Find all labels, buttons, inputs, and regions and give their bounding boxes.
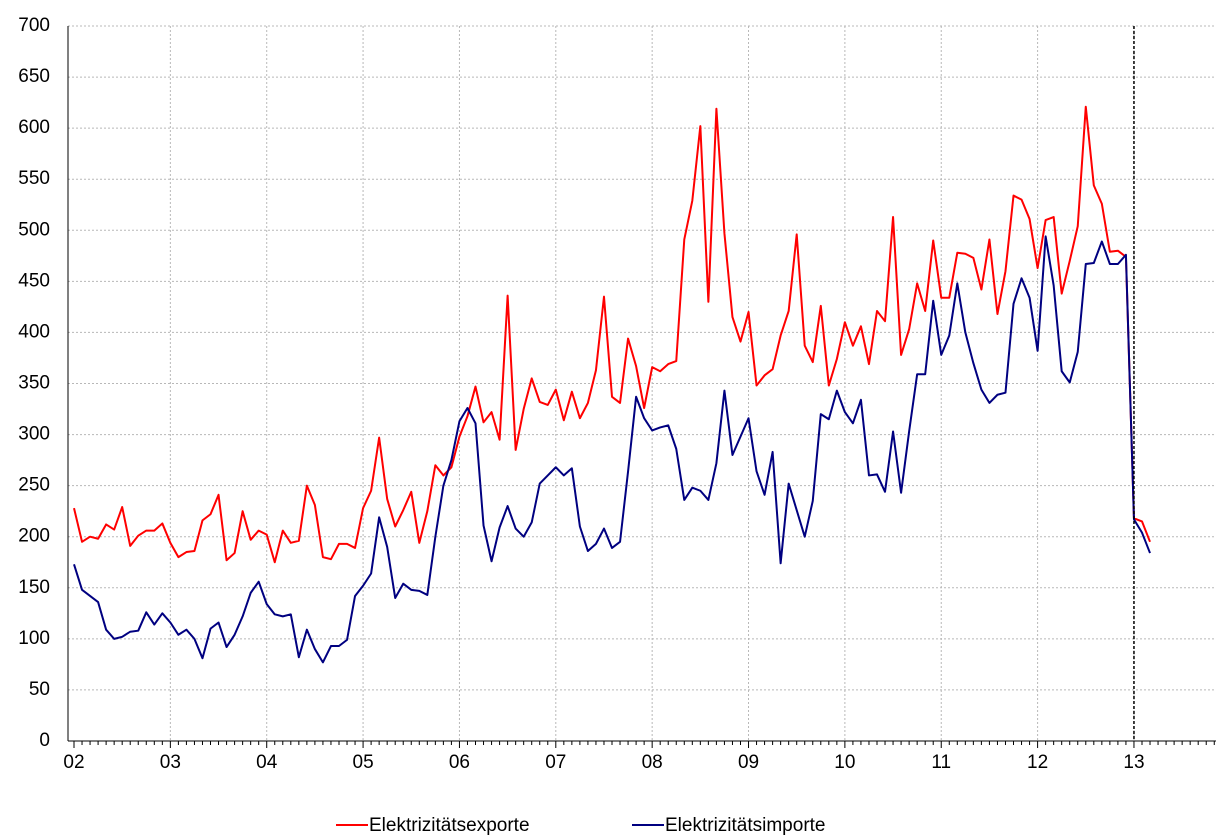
x-tick-label: 07 — [545, 752, 566, 773]
legend-label: Elektrizitätsimporte — [665, 815, 826, 836]
x-tick-label: 06 — [449, 752, 470, 773]
y-tick-label: 650 — [18, 66, 50, 87]
y-tick-label: 400 — [18, 321, 50, 342]
x-tick-label: 03 — [160, 752, 181, 773]
y-tick-label: 500 — [18, 219, 50, 240]
y-tick-label: 700 — [18, 15, 50, 36]
y-tick-label: 200 — [18, 526, 50, 547]
x-tick-label: 09 — [738, 752, 759, 773]
y-tick-label: 450 — [18, 270, 50, 291]
y-tick-label: 350 — [18, 373, 50, 394]
x-tick-label: 04 — [256, 752, 278, 773]
x-tick-label: 02 — [63, 752, 84, 773]
series-line — [73, 235, 1151, 664]
x-tick-label: 12 — [1027, 752, 1048, 773]
x-tick-label: 05 — [353, 752, 374, 773]
x-tick-label: 10 — [834, 752, 855, 773]
x-tick-label: 13 — [1123, 752, 1144, 773]
y-tick-label: 0 — [39, 730, 50, 751]
y-tick-label: 150 — [18, 577, 50, 598]
y-tick-label: 550 — [18, 168, 50, 189]
y-tick-label: 100 — [18, 628, 50, 649]
y-tick-label: 250 — [18, 475, 50, 496]
series-line — [73, 105, 1151, 564]
x-tick-label: 08 — [642, 752, 663, 773]
legend-label: Elektrizitätsexporte — [369, 815, 530, 836]
y-tick-label: 50 — [29, 679, 50, 700]
y-tick-label: 600 — [18, 117, 50, 138]
y-tick-label: 300 — [18, 424, 50, 445]
x-tick-label: 11 — [931, 752, 951, 773]
